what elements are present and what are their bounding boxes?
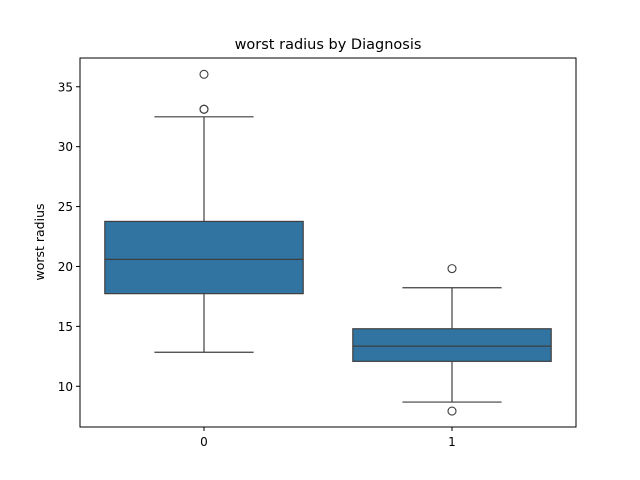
box-iqr bbox=[104, 220, 304, 295]
y-tick-label: 20 bbox=[58, 260, 73, 274]
y-tick-label: 10 bbox=[58, 380, 73, 394]
outlier-point bbox=[199, 69, 209, 79]
y-tick-label: 35 bbox=[58, 80, 73, 94]
plot-frame bbox=[79, 57, 577, 428]
outlier-point bbox=[199, 104, 209, 114]
x-tick-label: 0 bbox=[200, 435, 208, 449]
box-iqr bbox=[352, 328, 552, 362]
y-tick-label: 25 bbox=[58, 200, 73, 214]
outlier-point bbox=[447, 264, 457, 274]
plot-area: 10 15 20 25 30 35 0 1 bbox=[58, 69, 552, 449]
y-tick-label: 30 bbox=[58, 140, 73, 154]
y-tick-label: 15 bbox=[58, 320, 73, 334]
outlier-point bbox=[447, 406, 457, 416]
x-tick-label: 1 bbox=[448, 435, 456, 449]
y-axis-label: worst radius bbox=[32, 203, 47, 280]
chart-title: worst radius by Diagnosis bbox=[235, 37, 422, 53]
